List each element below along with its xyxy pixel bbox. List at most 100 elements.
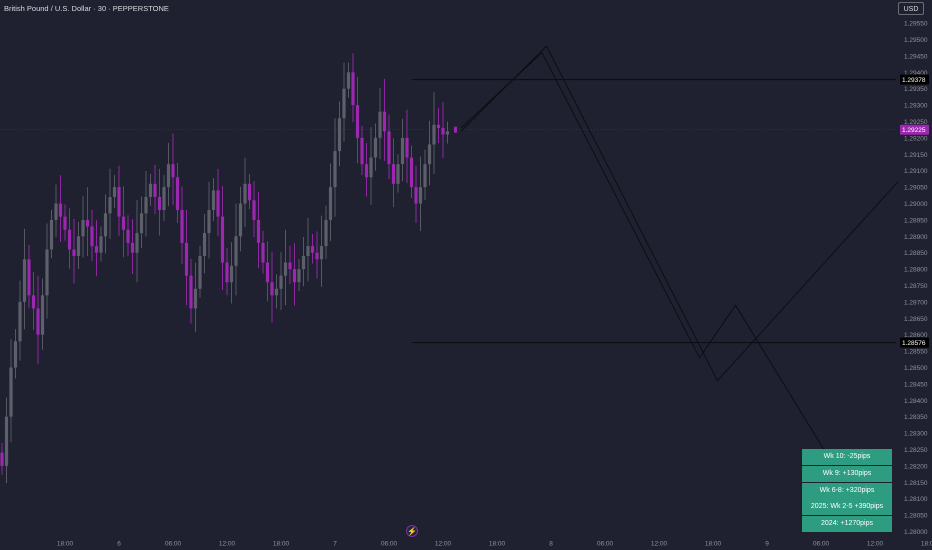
candle-body[interactable] [229, 265, 234, 283]
candle-body[interactable] [445, 131, 450, 135]
candle-body[interactable] [405, 137, 409, 158]
candle-body[interactable] [274, 288, 279, 296]
candle-body[interactable] [99, 236, 103, 253]
candle-body[interactable] [382, 111, 387, 132]
logo-icon[interactable]: ⚡ [406, 525, 418, 537]
candle-body[interactable] [144, 196, 148, 214]
candle-body[interactable] [112, 187, 117, 197]
candle-body[interactable] [225, 262, 229, 283]
candle-body[interactable] [67, 229, 72, 250]
currency-button[interactable]: USD [898, 2, 924, 15]
candle-body[interactable] [81, 219, 85, 237]
candle-body[interactable] [306, 246, 310, 256]
candle-body[interactable] [85, 219, 90, 227]
candle-body[interactable] [373, 137, 378, 158]
candle-body[interactable] [135, 233, 139, 253]
projection-path-line-2[interactable] [460, 45, 903, 382]
candle-body[interactable] [0, 452, 4, 466]
candle-body[interactable] [175, 177, 180, 211]
candle-body[interactable] [297, 269, 301, 283]
candle-body[interactable] [63, 216, 67, 230]
candle-body[interactable] [13, 341, 18, 368]
candle-body[interactable] [328, 187, 333, 220]
candle-body[interactable] [337, 118, 342, 152]
candle-body[interactable] [18, 301, 22, 342]
chart-title[interactable]: British Pound / U.S. Dollar · 30 · PEPPE… [4, 4, 169, 13]
candle-body[interactable] [166, 164, 171, 188]
candle-body[interactable] [261, 242, 265, 263]
candle-body[interactable] [247, 183, 252, 201]
candle-body[interactable] [270, 282, 274, 296]
candle-body[interactable] [360, 137, 364, 165]
candle-body[interactable] [423, 164, 427, 188]
candle-body[interactable] [364, 164, 369, 178]
candle-body[interactable] [40, 295, 45, 335]
projection-path-line[interactable] [460, 51, 849, 490]
candle-body[interactable] [387, 131, 391, 165]
candle-body[interactable] [441, 128, 445, 135]
candle-body[interactable] [4, 416, 9, 466]
candle-body[interactable] [400, 137, 405, 165]
candle-body[interactable] [409, 157, 414, 188]
candle-body[interactable] [180, 210, 184, 243]
candle-body[interactable] [283, 262, 288, 276]
candle-body[interactable] [103, 213, 108, 237]
candle-body[interactable] [292, 269, 297, 283]
candle-body[interactable] [36, 308, 40, 335]
candle-body[interactable] [153, 183, 157, 197]
candle-body[interactable] [31, 295, 36, 309]
candle-body[interactable] [238, 203, 243, 237]
candle-body[interactable] [198, 255, 202, 289]
candle-body[interactable] [22, 259, 27, 302]
candle-body[interactable] [220, 216, 225, 263]
candle-body[interactable] [265, 262, 270, 283]
candle-body[interactable] [391, 164, 396, 184]
candle-body[interactable] [202, 233, 207, 256]
candle-body[interactable] [252, 200, 256, 220]
candle-body[interactable] [148, 183, 153, 197]
candle-body[interactable] [27, 259, 31, 296]
candle-body[interactable] [130, 242, 135, 253]
candle-body[interactable] [333, 151, 337, 188]
candle-body[interactable] [310, 246, 315, 253]
candle-body[interactable] [162, 187, 166, 211]
candle-body[interactable] [216, 190, 220, 217]
candle-body[interactable] [54, 203, 58, 220]
candle-body[interactable] [72, 249, 76, 256]
candle-body[interactable] [414, 187, 418, 204]
candle-body[interactable] [346, 72, 351, 89]
candle-body[interactable] [49, 219, 54, 250]
candle-body[interactable] [121, 216, 126, 230]
candle-body[interactable] [243, 183, 247, 204]
candle-body[interactable] [139, 213, 144, 234]
candle-body[interactable] [193, 288, 198, 309]
candle-body[interactable] [436, 124, 441, 129]
candle-body[interactable] [207, 210, 211, 234]
candle-body[interactable] [396, 164, 400, 184]
candle-body[interactable] [234, 236, 238, 266]
candle-body[interactable] [108, 196, 112, 214]
price-axis[interactable] [898, 0, 932, 550]
candle-body[interactable] [288, 262, 292, 270]
candle-body[interactable] [90, 226, 94, 247]
candle-body[interactable] [157, 196, 162, 211]
candle-body[interactable] [315, 252, 319, 260]
candle-body[interactable] [324, 219, 328, 247]
candle-body[interactable] [351, 72, 355, 106]
candle-body[interactable] [418, 187, 423, 204]
candle-body[interactable] [211, 190, 216, 211]
candle-body[interactable] [378, 111, 382, 138]
candle-body[interactable] [256, 219, 261, 243]
candle-body[interactable] [369, 157, 373, 178]
candle-body[interactable] [427, 144, 432, 165]
candle-body[interactable] [45, 249, 49, 296]
candle-body[interactable] [189, 275, 193, 309]
candle-body[interactable] [279, 275, 283, 289]
candle-body[interactable] [355, 105, 360, 138]
candle-body[interactable] [94, 246, 99, 253]
candle-body[interactable] [58, 203, 63, 217]
candle-body[interactable] [432, 124, 436, 145]
candle-body[interactable] [126, 229, 130, 243]
candle-body[interactable] [9, 367, 13, 417]
